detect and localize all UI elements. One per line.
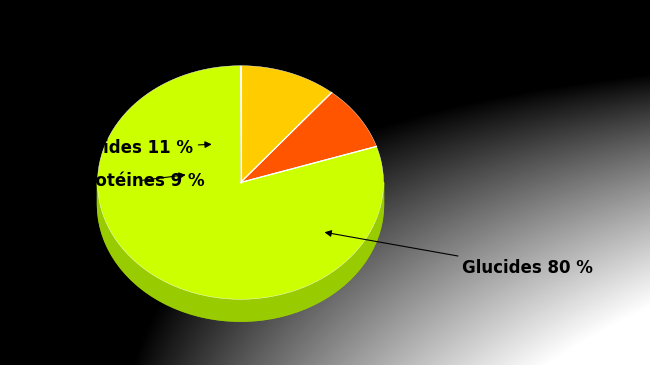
Polygon shape bbox=[98, 66, 383, 299]
Text: © vitahoy.ch: © vitahoy.ch bbox=[13, 341, 93, 354]
Text: Protéines 9 %: Protéines 9 % bbox=[75, 172, 204, 190]
Text: Distribution de calories: Mini Honig-Tirggel (Migros): Distribution de calories: Mini Honig-Tir… bbox=[13, 22, 539, 40]
Polygon shape bbox=[98, 182, 383, 321]
Text: Lipides 11 %: Lipides 11 % bbox=[75, 139, 211, 157]
Polygon shape bbox=[240, 92, 376, 182]
Text: Glucides 80 %: Glucides 80 % bbox=[326, 231, 592, 277]
Polygon shape bbox=[240, 66, 332, 182]
Polygon shape bbox=[98, 182, 383, 321]
